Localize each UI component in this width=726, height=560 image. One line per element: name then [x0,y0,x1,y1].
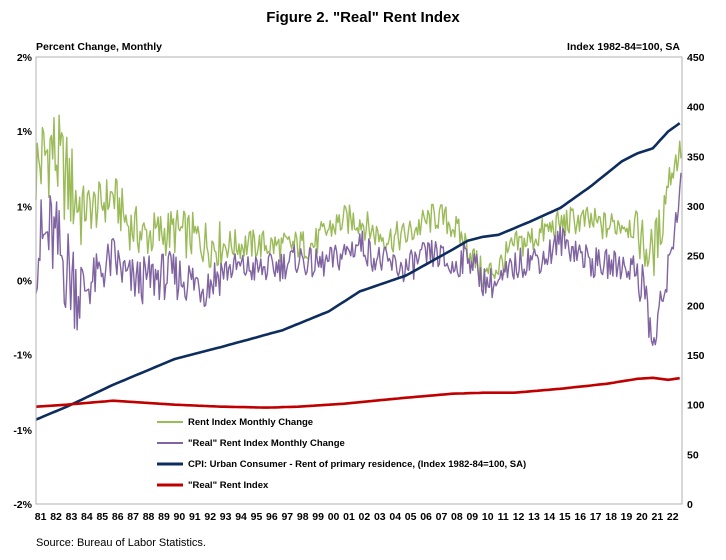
x-tick-label: 07 [436,511,448,523]
x-tick-label: 22 [667,511,679,523]
left-tick-label: -1% [13,425,32,437]
left-tick-label: 1% [17,202,33,214]
series-layer [35,114,682,421]
x-tick-label: 90 [174,511,186,523]
x-tick-label: 86 [112,511,124,523]
left-tick-label: 1% [17,126,33,138]
left-tick-label: -2% [13,499,32,511]
right-tick-label: 250 [687,251,705,263]
x-tick-label: 84 [81,511,93,523]
x-tick-label: 00 [328,511,340,523]
x-tick-label: 12 [513,511,525,523]
x-tick-label: 85 [96,511,108,523]
legend-label: "Real" Rent Index Monthly Change [188,438,345,449]
x-tick-label: 97 [281,511,293,523]
x-tick-label: 18 [605,511,617,523]
plot-area-border [35,56,683,505]
x-axis-ticks: 81 82 83 84 85 86 87 88 89 90 91 92 93 94 95 96 97 98 99 00… [35,511,679,523]
x-tick-label: 02 [359,511,371,523]
x-tick-label: 83 [66,511,78,523]
x-tick-label: 01 [343,511,355,523]
series-line-4 [35,376,680,409]
left-axis-title: Percent Change, Monthly [36,41,162,53]
x-tick-label: 14 [544,511,556,523]
x-tick-label: 04 [389,511,401,523]
series-line-2 [35,172,682,346]
x-tick-label: 20 [636,511,648,523]
x-tick-label: 95 [251,511,263,523]
x-tick-label: 06 [420,511,432,523]
x-tick-label: 88 [143,511,155,523]
x-tick-label: 82 [50,511,62,523]
x-tick-label: 98 [297,511,309,523]
right-tick-label: 200 [687,300,705,312]
x-tick-label: 89 [158,511,170,523]
x-tick-label: 19 [621,511,633,523]
legend-label: CPI: Urban Consumer - Rent of primary re… [188,459,526,470]
right-axis-title: Index 1982-84=100, SA [567,41,680,53]
left-axis-ticks: 2% 1% 1% 0% -1% -1% -2% [13,52,32,511]
chart-title: Figure 2. "Real" Rent Index [266,9,460,26]
right-tick-label: 400 [687,102,705,114]
x-tick-label: 81 [35,511,47,523]
right-axis-ticks: 450 400 350 300 250 200 150 100 50 0 [687,52,705,511]
series-line-1 [35,114,682,288]
x-tick-label: 96 [266,511,278,523]
x-tick-label: 08 [451,511,463,523]
x-tick-label: 92 [204,511,216,523]
x-tick-label: 09 [466,511,478,523]
source-note: Source: Bureau of Labor Statistics. [36,537,206,549]
right-tick-label: 50 [687,449,699,461]
right-tick-label: 350 [687,151,705,163]
x-tick-label: 13 [528,511,540,523]
x-tick-label: 21 [651,511,663,523]
right-tick-label: 300 [687,201,705,213]
x-tick-label: 93 [220,511,232,523]
left-tick-label: 2% [17,52,33,64]
series-line-3 [35,122,681,421]
x-tick-label: 91 [189,511,201,523]
x-tick-label: 99 [312,511,324,523]
left-tick-label: 0% [17,276,33,288]
x-tick-label: 15 [559,511,571,523]
x-tick-label: 05 [405,511,417,523]
right-tick-label: 450 [687,52,705,64]
x-tick-label: 94 [235,511,247,523]
left-tick-label: -1% [13,349,32,361]
right-tick-label: 100 [687,400,705,412]
right-tick-label: 0 [687,499,693,511]
x-tick-label: 87 [127,511,139,523]
x-tick-label: 11 [498,511,509,523]
right-tick-label: 150 [687,350,705,362]
legend-label: Rent Index Monthly Change [188,417,313,428]
legend-label: "Real" Rent Index [188,480,269,491]
x-tick-label: 10 [482,511,494,523]
x-tick-label: 17 [590,511,602,523]
legend: Rent Index Monthly Change "Real" Rent Ind… [157,417,526,491]
x-tick-label: 03 [374,511,386,523]
x-tick-label: 16 [574,511,586,523]
